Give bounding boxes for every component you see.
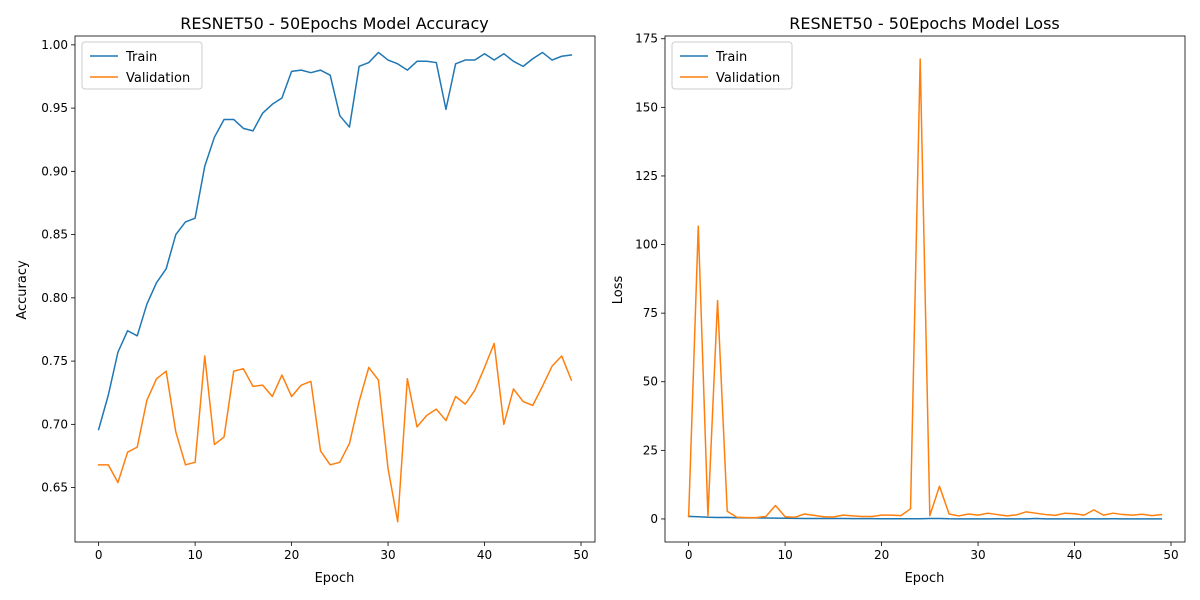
loss-y-tick-label: 175 [635,32,658,46]
accuracy-chart-title: RESNET50 - 50Epochs Model Accuracy [180,14,488,33]
accuracy-y-tick-label: 0.70 [41,417,68,431]
loss-chart-title: RESNET50 - 50Epochs Model Loss [789,14,1060,33]
loss-x-tick-label: 40 [1067,548,1082,562]
loss-x-axis-label: Epoch [905,571,945,586]
loss-x-tick-label: 0 [685,548,693,562]
accuracy-validation-line [97,342,573,523]
accuracy-y-tick-label: 0.90 [41,164,68,178]
accuracy-y-tick-label: 0.95 [41,101,68,115]
loss-y-axis-label: Loss [611,276,626,305]
accuracy-y-tick-label: 0.65 [41,481,68,495]
accuracy-legend-train-label: Train [125,50,157,65]
loss-y-tick-label: 75 [643,306,658,320]
accuracy-chart: RESNET50 - 50Epochs Model Accuracy Epoch… [15,14,596,586]
loss-axes-frame [664,35,1186,543]
loss-y-tick-label: 50 [643,375,658,389]
loss-y-tick-label: 150 [635,100,658,114]
accuracy-x-tick-label: 10 [187,548,202,562]
loss-y-tick-label: 100 [635,238,658,252]
accuracy-axes-frame [74,35,596,543]
accuracy-legend: Train Validation [81,41,203,90]
accuracy-x-tick-label: 0 [95,548,103,562]
loss-chart: RESNET50 - 50Epochs Model Loss Epoch Los… [611,14,1186,586]
accuracy-y-tick-label: 1.00 [41,38,68,52]
accuracy-legend-validation-label: Validation [126,71,190,86]
accuracy-x-axis-label: Epoch [315,571,355,586]
loss-y-tick-label: 0 [650,512,658,526]
accuracy-train-line [97,51,573,431]
accuracy-x-tick-label: 20 [284,548,299,562]
loss-x-tick-label: 10 [777,548,792,562]
loss-legend-validation-label: Validation [716,71,780,86]
accuracy-x-tick-label: 40 [477,548,492,562]
loss-plot-area: 0 10 20 30 40 50 0 25 50 75 100 125 150 175 Train Valid… [635,32,1186,562]
accuracy-y-tick-label: 0.75 [41,354,68,368]
loss-x-tick-label: 50 [1163,548,1178,562]
accuracy-plot-area: 0 10 20 30 40 50 0.65 0.70 0.75 0.80 0.85 0.90 0.95 1… [41,35,596,562]
loss-legend-train-label: Train [715,50,747,65]
accuracy-y-axis-label: Accuracy [15,260,30,320]
loss-validation-line [687,58,1163,519]
accuracy-y-tick-label: 0.80 [41,291,68,305]
loss-x-tick-label: 30 [970,548,985,562]
loss-y-tick-label: 25 [643,443,658,457]
accuracy-x-tick-label: 50 [573,548,588,562]
loss-y-tick-label: 125 [635,169,658,183]
accuracy-y-tick-label: 0.85 [41,228,68,242]
loss-x-tick-label: 20 [874,548,889,562]
accuracy-x-tick-label: 30 [380,548,395,562]
loss-legend: Train Validation [671,41,793,90]
loss-train-line [687,515,1163,520]
